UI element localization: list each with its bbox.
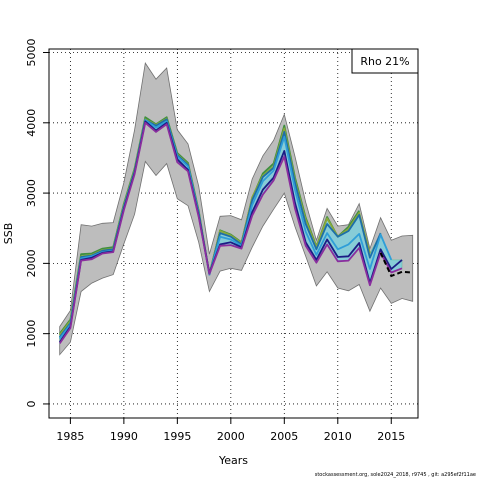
y-tick-label: 3000 — [25, 179, 38, 207]
x-tick-label: 1985 — [56, 430, 84, 443]
x-tick-label: 1990 — [110, 430, 138, 443]
x-tick-label: 1995 — [163, 430, 191, 443]
terminal-series-line — [379, 252, 413, 278]
x-axis-title: Years — [218, 454, 248, 467]
legend-box — [351, 48, 419, 74]
y-tick-label: 4000 — [25, 109, 38, 137]
y-tick-label: 1000 — [25, 320, 38, 348]
y-axis-ticks: 0 1000 2000 3000 4000 5000 — [25, 39, 49, 407]
x-tick-label: 2015 — [377, 430, 405, 443]
y-tick-label: 0 — [25, 400, 38, 407]
retro-series-line-6 — [58, 121, 403, 345]
y-tick-label: 5000 — [25, 39, 38, 67]
plot-frame — [48, 48, 419, 419]
y-axis-title: SSB — [2, 223, 15, 245]
legend: Rho 21% — [351, 48, 419, 74]
x-axis-ticks: 1985 1990 1995 2000 2005 2010 2015 — [56, 418, 405, 443]
x-tick-label: 2010 — [324, 430, 352, 443]
y-tick-label: 2000 — [25, 249, 38, 277]
retro-series-lines — [58, 116, 403, 345]
legend-text: Rho 21% — [360, 55, 409, 68]
footer-credit: stockassessment.org, sole2024_2018, r974… — [314, 472, 476, 478]
x-tick-label: 2000 — [217, 430, 245, 443]
confidence-band — [59, 62, 414, 356]
x-tick-label: 2005 — [270, 430, 298, 443]
